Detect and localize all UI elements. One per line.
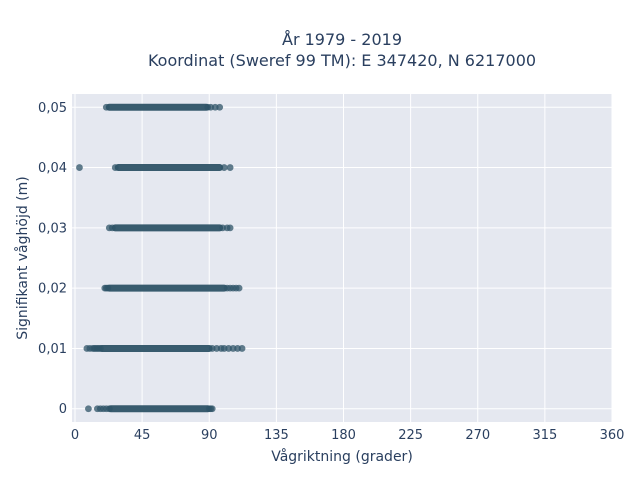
x-tick-label: 135 [264, 428, 289, 443]
x-tick-label: 90 [201, 428, 218, 443]
y-axis-ticks: 0 0,01 0,02 0,03 0,04 0,05 [38, 101, 67, 417]
data-point [216, 103, 224, 111]
y-tick-label: 0,05 [38, 101, 67, 116]
x-axis-title: Vågriktning (grader) [271, 448, 413, 465]
x-tick-label: 270 [465, 428, 490, 443]
x-tick-label: 0 [71, 428, 79, 443]
data-point [220, 164, 228, 171]
data-point [76, 164, 83, 171]
data-point [226, 224, 234, 232]
data-point [226, 164, 234, 171]
data-point [235, 284, 243, 292]
data-point [104, 284, 112, 292]
data-point [85, 405, 92, 413]
x-tick-label: 315 [532, 428, 557, 443]
data-point [102, 103, 110, 111]
data-points [76, 103, 246, 413]
data-point [208, 405, 216, 413]
x-tick-label: 45 [134, 428, 151, 443]
data-point [96, 345, 104, 352]
y-tick-label: 0 [59, 402, 67, 417]
y-tick-label: 0,01 [38, 342, 67, 357]
y-tick-label: 0,03 [38, 221, 67, 236]
y-tick-label: 0,02 [38, 282, 67, 297]
x-tick-label: 180 [331, 428, 356, 443]
y-tick-label: 0,04 [38, 161, 67, 176]
data-point [111, 164, 119, 171]
x-axis-ticks: 0 45 90 135 180 225 270 315 360 [71, 428, 625, 443]
data-point [105, 405, 113, 413]
x-tick-label: 225 [398, 428, 423, 443]
data-point [238, 345, 246, 352]
chart-title-line-1: År 1979 - 2019 [282, 30, 402, 49]
y-axis-title: Signifikant våghöjd (m) [14, 176, 31, 339]
chart-title-line-2: Koordinat (Sweref 99 TM): E 347420, N 62… [148, 51, 536, 70]
x-tick-label: 360 [600, 428, 625, 443]
plot-area [72, 94, 612, 422]
data-point [108, 224, 116, 232]
